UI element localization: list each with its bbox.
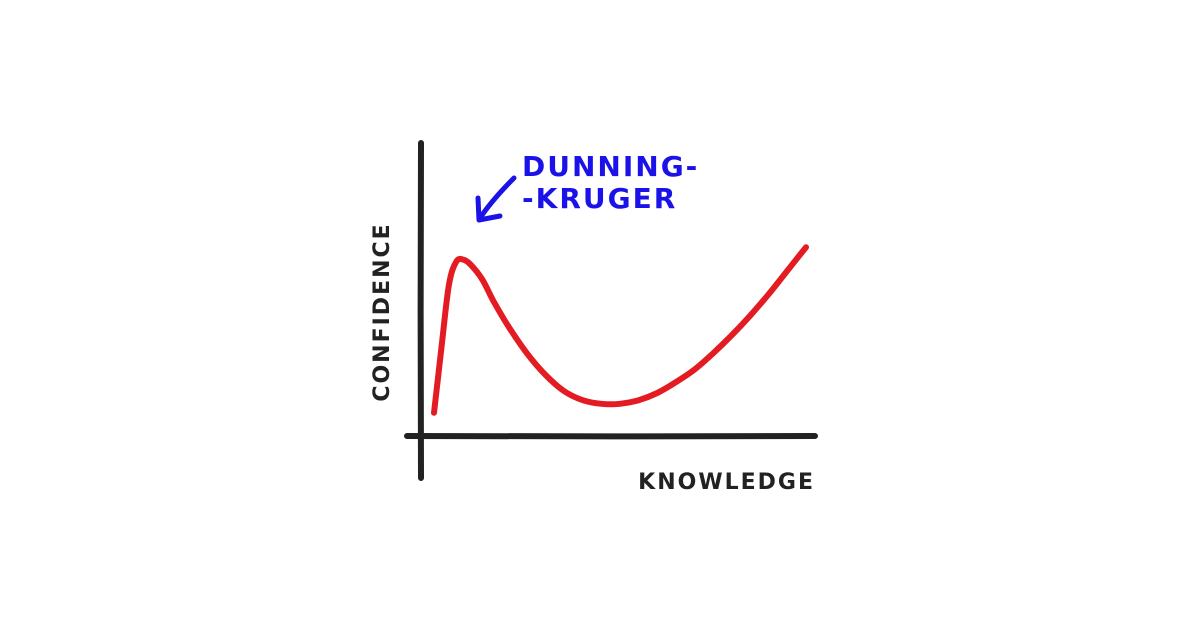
series-layer bbox=[431, 244, 809, 416]
annotation-arrow-shaft bbox=[477, 175, 517, 221]
series-line-0 bbox=[431, 244, 809, 416]
axes bbox=[404, 140, 818, 481]
annotation-layer: DUNNING- -KRUGER bbox=[475, 150, 699, 223]
annotation-label-line-1: DUNNING- bbox=[522, 150, 699, 183]
x-axis-label: KNOWLEDGE bbox=[638, 470, 815, 495]
y-axis-label: CONFIDENCE bbox=[370, 222, 395, 401]
annotation-arrow-head bbox=[475, 195, 503, 223]
annotation-label-line-2: -KRUGER bbox=[522, 182, 677, 215]
